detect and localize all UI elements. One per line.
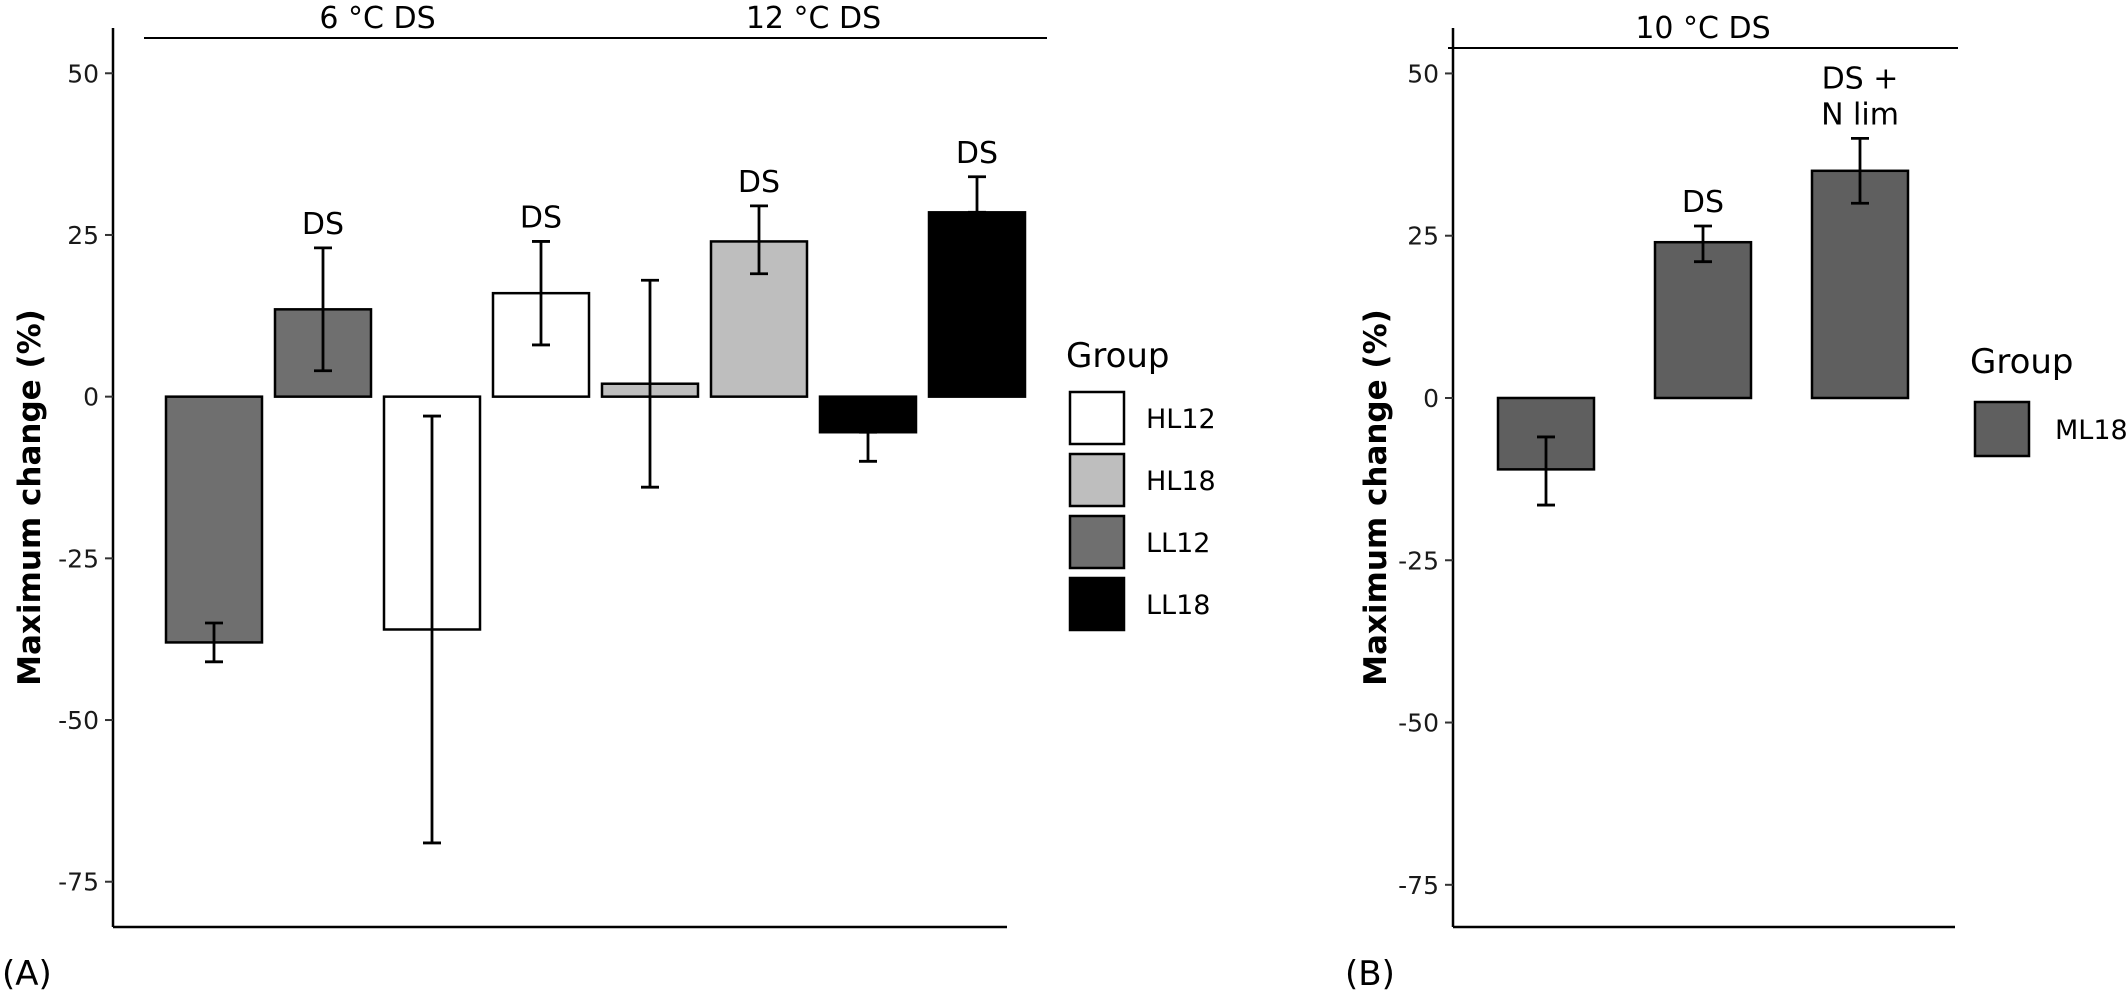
group-bracket-label: 10 °C DS — [1635, 11, 1770, 46]
y-tick-label: 50 — [67, 59, 99, 88]
legend-swatch — [1973, 400, 2031, 458]
bar — [927, 211, 1027, 398]
group-bracket-label: 12 °C DS — [746, 1, 881, 36]
group-bracket-label: 6 °C DS — [319, 1, 435, 36]
bar-annotation: DS — [738, 165, 780, 200]
y-tick-label: -25 — [58, 544, 99, 573]
bar-annotation: DS — [1682, 185, 1724, 220]
panel-b: -75 -50 -25 0 25 50 Maximum change (%) DS DS + N … — [1345, 11, 2128, 994]
legend-swatch — [1068, 390, 1126, 446]
bar-annotation: DS — [956, 136, 998, 171]
y-axis-title: Maximum change (%) — [12, 309, 48, 686]
legend-title: Group — [1970, 342, 2074, 382]
y-tick-label: 0 — [1423, 384, 1439, 413]
y-tick-label: 25 — [67, 221, 99, 250]
legend-swatch — [1068, 514, 1126, 570]
panel-a: -75 -50 -25 0 25 50 Maximum change (%) DS DS DS DS… — [2, 1, 1216, 994]
y-tick-label: -75 — [58, 868, 99, 897]
bar — [818, 395, 918, 434]
legend-item-label: ML18 — [2055, 415, 2128, 446]
bar — [1810, 169, 1910, 400]
y-tick-label: -50 — [58, 706, 99, 735]
bar-annotation: DS + N lim — [1821, 61, 1899, 132]
legend-item-label: HL18 — [1146, 466, 1216, 497]
y-tick-label: 0 — [83, 383, 99, 412]
panel-label: (A) — [2, 954, 52, 994]
bar-annotation: DS — [520, 200, 562, 235]
legend: Group ML18 — [1970, 342, 2128, 458]
y-tick-label: 50 — [1407, 59, 1439, 88]
legend-title: Group — [1066, 336, 1170, 376]
y-tick-label: -50 — [1398, 709, 1439, 738]
y-axis-title: Maximum change (%) — [1358, 309, 1394, 686]
legend-item-label: HL12 — [1146, 404, 1216, 435]
y-tick-label: -75 — [1398, 871, 1439, 900]
legend-swatch — [1068, 452, 1126, 508]
panel-label: (B) — [1345, 954, 1395, 994]
legend: Group HL12 HL18 LL12 LL18 — [1066, 336, 1216, 632]
bar-annotation: DS — [302, 207, 344, 242]
bar — [1653, 240, 1753, 400]
legend-item-label: LL12 — [1146, 528, 1210, 559]
y-tick-label: -25 — [1398, 546, 1439, 575]
bar — [164, 395, 264, 644]
legend-item-label: LL18 — [1146, 590, 1210, 621]
y-tick-label: 25 — [1407, 222, 1439, 251]
legend-swatch — [1068, 576, 1126, 632]
